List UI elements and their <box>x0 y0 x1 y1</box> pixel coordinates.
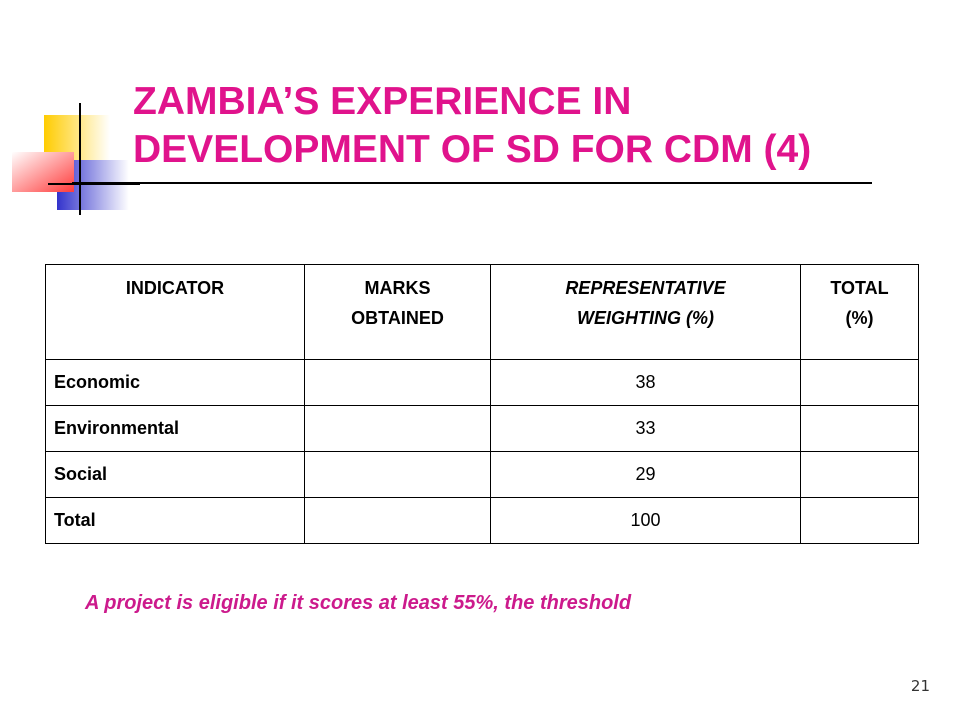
header-total: TOTAL (%) <box>800 264 919 360</box>
corner-decoration <box>12 103 140 215</box>
weighting-cell: 38 <box>490 359 801 406</box>
red-square <box>12 152 74 192</box>
marks-cell <box>304 451 491 498</box>
weighting-cell: 33 <box>490 405 801 452</box>
slide-title: ZAMBIA’S EXPERIENCE IN DEVELOPMENT OF SD… <box>133 78 933 174</box>
total-cell <box>800 451 919 498</box>
weighting-cell: 100 <box>490 497 801 544</box>
table-row: Environmental 33 <box>45 405 919 452</box>
weighting-cell: 29 <box>490 451 801 498</box>
table-row: Total 100 <box>45 497 919 544</box>
indicator-cell: Economic <box>45 359 305 406</box>
header-line: MARKS <box>364 278 431 298</box>
sd-indicator-table: INDICATOR MARKS OBTAINED REPRESENTATIVE … <box>45 264 919 544</box>
total-cell <box>800 359 919 406</box>
page-number: 21 <box>910 677 930 695</box>
table-row: Economic 38 <box>45 359 919 406</box>
indicator-cell: Social <box>45 451 305 498</box>
total-cell <box>800 405 919 452</box>
header-marks-obtained: MARKS OBTAINED <box>304 264 491 360</box>
header-line: (%) <box>845 308 874 328</box>
header-line: TOTAL <box>830 278 889 298</box>
marks-cell <box>304 497 491 544</box>
total-cell <box>800 497 919 544</box>
title-line-1: ZAMBIA’S EXPERIENCE IN <box>133 80 632 123</box>
eligibility-note: A project is eligible if it scores at le… <box>85 592 632 614</box>
table-row: Social 29 <box>45 451 919 498</box>
table-header-row: INDICATOR MARKS OBTAINED REPRESENTATIVE … <box>45 264 919 360</box>
indicator-cell: Environmental <box>45 405 305 452</box>
header-line: INDICATOR <box>125 278 225 298</box>
header-indicator: INDICATOR <box>45 264 305 360</box>
marks-cell <box>304 359 491 406</box>
indicator-cell: Total <box>45 497 305 544</box>
title-rule <box>72 182 872 184</box>
header-line: OBTAINED <box>351 308 444 328</box>
header-representative-weighting: REPRESENTATIVE WEIGHTING (%) <box>490 264 801 360</box>
header-line: REPRESENTATIVE <box>565 278 726 298</box>
marks-cell <box>304 405 491 452</box>
header-line: WEIGHTING (%) <box>577 308 714 328</box>
title-line-2: DEVELOPMENT OF SD FOR CDM (4) <box>133 128 812 171</box>
